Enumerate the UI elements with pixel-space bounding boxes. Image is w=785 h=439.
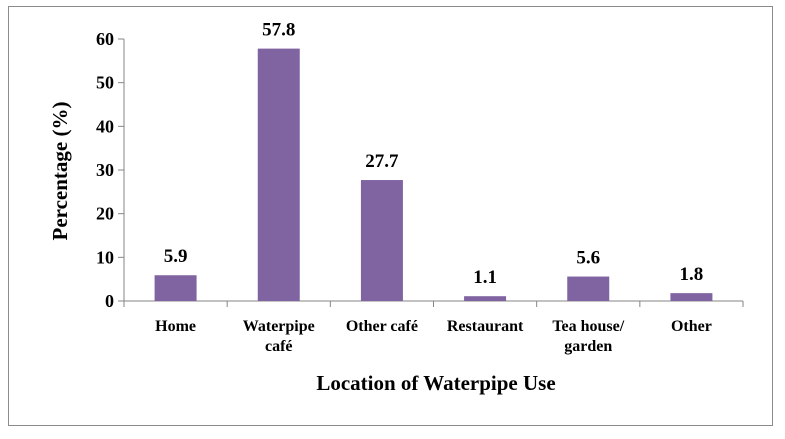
y-tick-label: 10 [96, 247, 114, 267]
bar [464, 296, 507, 301]
bar [567, 276, 610, 301]
category-label: Tea house/ [552, 318, 624, 335]
data-label: 5.6 [576, 248, 600, 269]
category-label: Home [155, 318, 196, 335]
y-tick-label: 50 [96, 73, 114, 93]
y-tick-label: 0 [105, 291, 114, 311]
y-tick-label: 20 [96, 204, 114, 224]
bar [154, 275, 197, 301]
category-label: Restaurant [447, 318, 524, 335]
chart-labels: 5.9 Home 57.8 Waterpipe café 27.7 Other café 1.… [155, 20, 712, 355]
bar [360, 180, 403, 301]
data-label: 5.9 [164, 246, 188, 267]
category-label: Other [671, 318, 712, 335]
chart-bars [154, 48, 713, 302]
data-label: 27.7 [365, 151, 399, 172]
bar [257, 48, 300, 302]
y-tick-label: 60 [96, 29, 114, 49]
category-label: Other café [346, 318, 418, 335]
y-axis-title: Percentage (%) [48, 102, 72, 241]
x-axis-title: Location of Waterpipe Use [316, 371, 555, 395]
category-label: garden [564, 338, 612, 355]
category-label: Waterpipe [243, 318, 315, 335]
data-label: 1.1 [473, 267, 497, 288]
chart-axes: 0 10 20 30 40 50 60 [96, 29, 744, 311]
y-tick-label: 40 [96, 116, 114, 136]
bar [670, 293, 713, 301]
data-label: 57.8 [262, 20, 295, 41]
category-label: café [265, 338, 293, 355]
data-label: 1.8 [680, 264, 704, 285]
y-tick-label: 30 [96, 160, 114, 180]
